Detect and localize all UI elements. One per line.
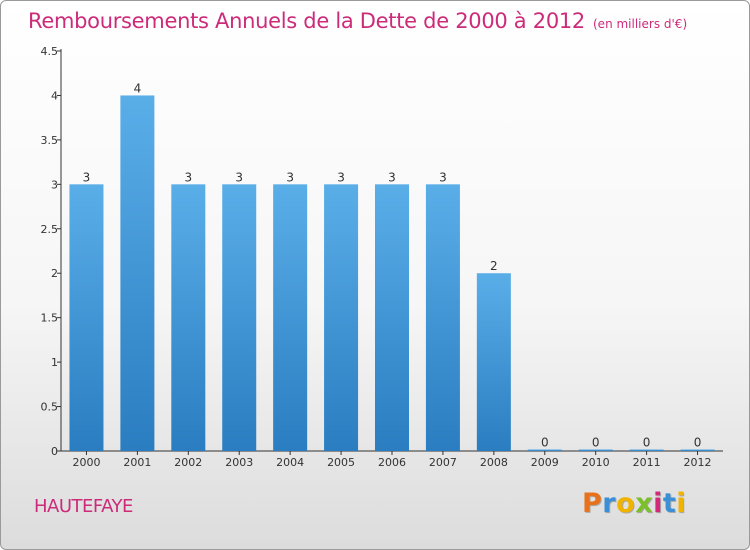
data-label-2008: 2 xyxy=(490,259,498,273)
x-tick-label: 2012 xyxy=(684,456,712,469)
chart-title-text: Remboursements Annuels de la Dette de 20… xyxy=(28,9,585,33)
x-tick-label: 2001 xyxy=(123,456,151,469)
logo-letter: P xyxy=(582,488,603,519)
data-label-2005: 3 xyxy=(337,170,345,184)
bar-2010 xyxy=(578,449,613,451)
logo-letter: t xyxy=(662,488,677,519)
commune-name: HAUTEFAYE xyxy=(34,496,133,517)
bar-2005 xyxy=(324,184,359,452)
data-label-2004: 3 xyxy=(286,170,294,184)
x-tick-label: 2000 xyxy=(72,456,100,469)
data-label-2002: 3 xyxy=(184,170,192,184)
y-tick-label: 4 xyxy=(51,89,58,102)
bar-2008 xyxy=(476,273,511,451)
logo-letter: i xyxy=(676,488,687,519)
data-labels: 3 4 3 3 3 3 3 3 2 0 0 0 0 xyxy=(83,81,702,449)
y-tick-label: 2.5 xyxy=(41,223,59,236)
bar-2012 xyxy=(680,449,715,451)
x-tick-label: 2003 xyxy=(225,456,253,469)
data-label-2006: 3 xyxy=(388,170,396,184)
bar-2006 xyxy=(375,184,409,452)
y-tick-label: 0.5 xyxy=(41,401,59,414)
data-label-2010: 0 xyxy=(592,436,600,450)
bar-2003 xyxy=(222,184,257,452)
x-tick-label: 2006 xyxy=(378,456,406,469)
bar-2011 xyxy=(629,449,664,451)
x-tick-label: 2007 xyxy=(429,456,457,469)
bar-2000 xyxy=(69,184,104,452)
y-tick-label: 0 xyxy=(51,445,58,458)
bar-2004 xyxy=(273,184,308,452)
logo-letter: x xyxy=(635,488,654,519)
x-tick-label: 2005 xyxy=(327,456,355,469)
data-label-2011: 0 xyxy=(643,436,651,450)
y-tick-label: 3 xyxy=(51,178,58,191)
data-label-2007: 3 xyxy=(439,170,447,184)
x-tick-label: 2008 xyxy=(480,456,508,469)
bars xyxy=(69,95,715,452)
x-tick-label: 2011 xyxy=(633,456,661,469)
y-tick-label: 1.5 xyxy=(41,312,59,325)
chart-subtitle: (en milliers d'€) xyxy=(593,17,688,31)
y-tick-label: 1 xyxy=(51,356,58,369)
y-tick-label: 3.5 xyxy=(41,134,59,147)
logo-letter: i xyxy=(653,488,663,519)
bar-2001 xyxy=(120,95,155,451)
data-label-2001: 4 xyxy=(134,81,142,95)
bar-2007 xyxy=(425,184,460,452)
proxiti-logo: Proxiti xyxy=(582,488,686,519)
bar-2009 xyxy=(527,449,562,451)
x-tick-label: 2002 xyxy=(174,456,202,469)
x-tick-label: 2004 xyxy=(276,456,304,469)
data-label-2012: 0 xyxy=(694,436,702,450)
y-tick-label: 4.5 xyxy=(41,45,59,58)
logo-letter: o xyxy=(616,488,636,519)
data-label-2009: 0 xyxy=(541,436,549,450)
logo-letter: r xyxy=(602,488,617,519)
y-tick-label: 2 xyxy=(51,267,58,280)
x-tick-label: 2010 xyxy=(582,456,610,469)
data-label-2000: 3 xyxy=(83,170,91,184)
data-label-2003: 3 xyxy=(235,170,243,184)
bar-2002 xyxy=(171,184,206,452)
chart-title: Remboursements Annuels de la Dette de 20… xyxy=(28,9,687,33)
x-tick-label: 2009 xyxy=(531,456,559,469)
